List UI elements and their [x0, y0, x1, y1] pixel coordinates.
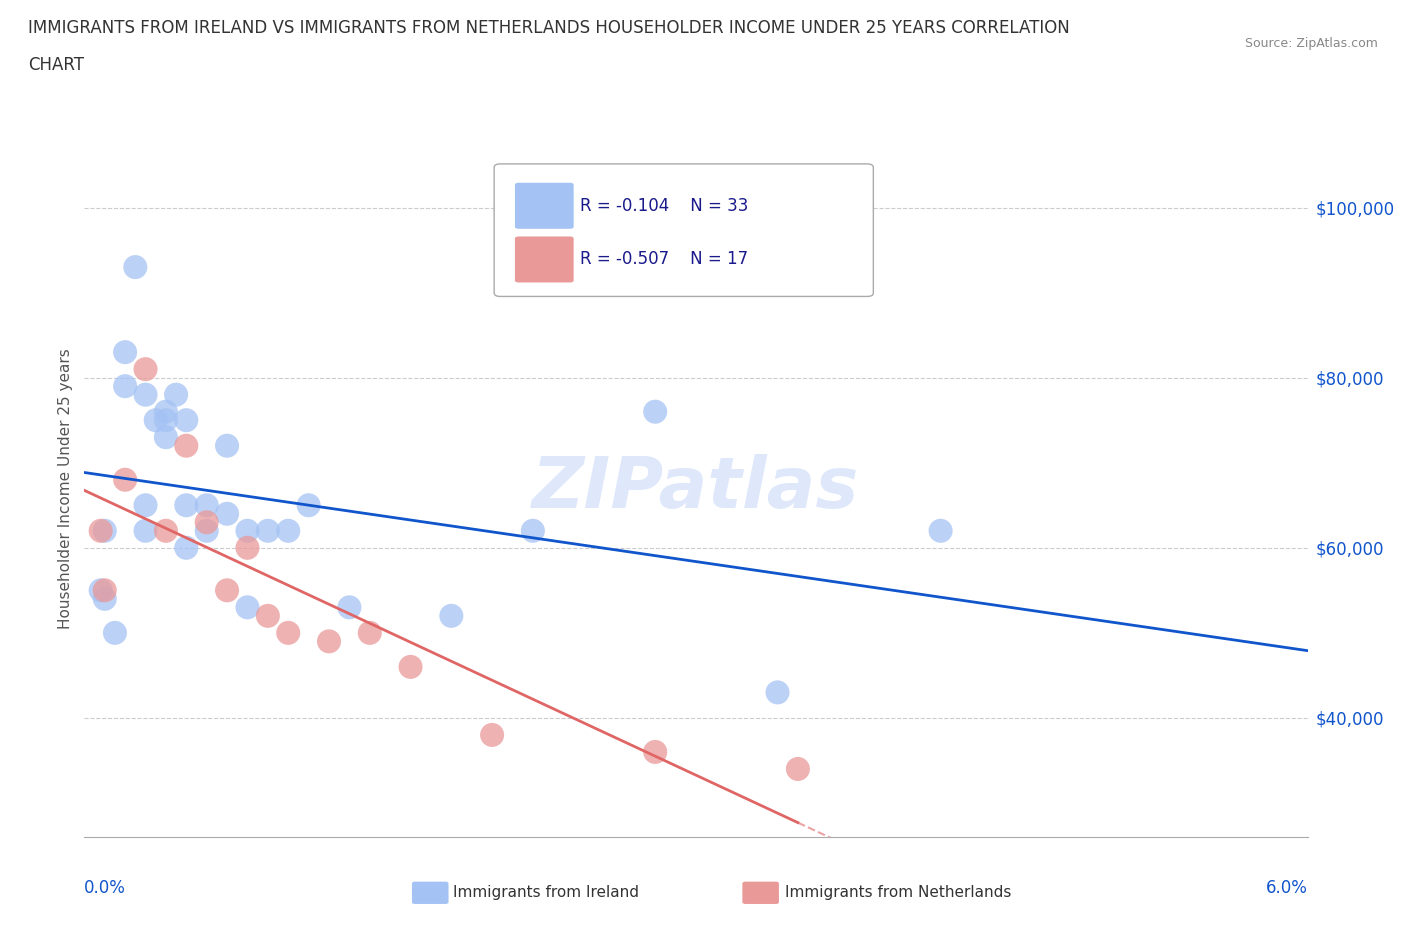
- Text: 0.0%: 0.0%: [84, 879, 127, 897]
- Point: [135, 524, 157, 538]
- Point: [155, 405, 177, 419]
- Point: [236, 524, 259, 538]
- Point: [195, 524, 218, 538]
- Text: R = -0.507    N = 17: R = -0.507 N = 17: [579, 250, 748, 269]
- FancyBboxPatch shape: [515, 182, 574, 229]
- Point: [145, 413, 167, 428]
- Point: [318, 634, 340, 649]
- Point: [114, 345, 136, 360]
- Point: [155, 524, 177, 538]
- Point: [399, 659, 422, 674]
- Point: [104, 625, 127, 640]
- Point: [217, 506, 239, 521]
- Point: [787, 762, 810, 777]
- Text: R = -0.104    N = 33: R = -0.104 N = 33: [579, 197, 748, 215]
- Text: 6.0%: 6.0%: [1265, 879, 1308, 897]
- Point: [90, 583, 112, 598]
- Point: [114, 472, 136, 487]
- Text: ZIPatlas: ZIPatlas: [533, 454, 859, 523]
- Point: [339, 600, 361, 615]
- Point: [135, 387, 157, 402]
- Point: [481, 727, 503, 742]
- Point: [522, 524, 544, 538]
- Text: Immigrants from Ireland: Immigrants from Ireland: [453, 885, 638, 900]
- Point: [257, 524, 280, 538]
- Point: [176, 413, 198, 428]
- Point: [155, 430, 177, 445]
- Point: [217, 583, 239, 598]
- Point: [298, 498, 321, 512]
- Point: [236, 540, 259, 555]
- Point: [440, 608, 463, 623]
- Point: [93, 591, 117, 606]
- Point: [114, 379, 136, 393]
- Point: [176, 498, 198, 512]
- Point: [176, 438, 198, 453]
- Y-axis label: Householder Income Under 25 years: Householder Income Under 25 years: [58, 348, 73, 629]
- Point: [277, 524, 299, 538]
- Point: [93, 583, 117, 598]
- Point: [929, 524, 952, 538]
- Text: CHART: CHART: [28, 56, 84, 73]
- Text: Immigrants from Netherlands: Immigrants from Netherlands: [785, 885, 1011, 900]
- Point: [165, 387, 187, 402]
- Point: [195, 515, 218, 530]
- Point: [124, 259, 146, 274]
- Point: [135, 362, 157, 377]
- FancyBboxPatch shape: [494, 164, 873, 297]
- FancyBboxPatch shape: [515, 236, 574, 283]
- Point: [217, 438, 239, 453]
- Point: [90, 524, 112, 538]
- Point: [236, 600, 259, 615]
- Point: [644, 405, 666, 419]
- Point: [277, 625, 299, 640]
- Point: [93, 524, 117, 538]
- Point: [176, 540, 198, 555]
- Point: [766, 685, 789, 700]
- Point: [257, 608, 280, 623]
- Point: [644, 745, 666, 760]
- Point: [155, 413, 177, 428]
- Text: Source: ZipAtlas.com: Source: ZipAtlas.com: [1244, 37, 1378, 50]
- Text: IMMIGRANTS FROM IRELAND VS IMMIGRANTS FROM NETHERLANDS HOUSEHOLDER INCOME UNDER : IMMIGRANTS FROM IRELAND VS IMMIGRANTS FR…: [28, 19, 1070, 36]
- Point: [195, 498, 218, 512]
- Point: [135, 498, 157, 512]
- Point: [359, 625, 381, 640]
